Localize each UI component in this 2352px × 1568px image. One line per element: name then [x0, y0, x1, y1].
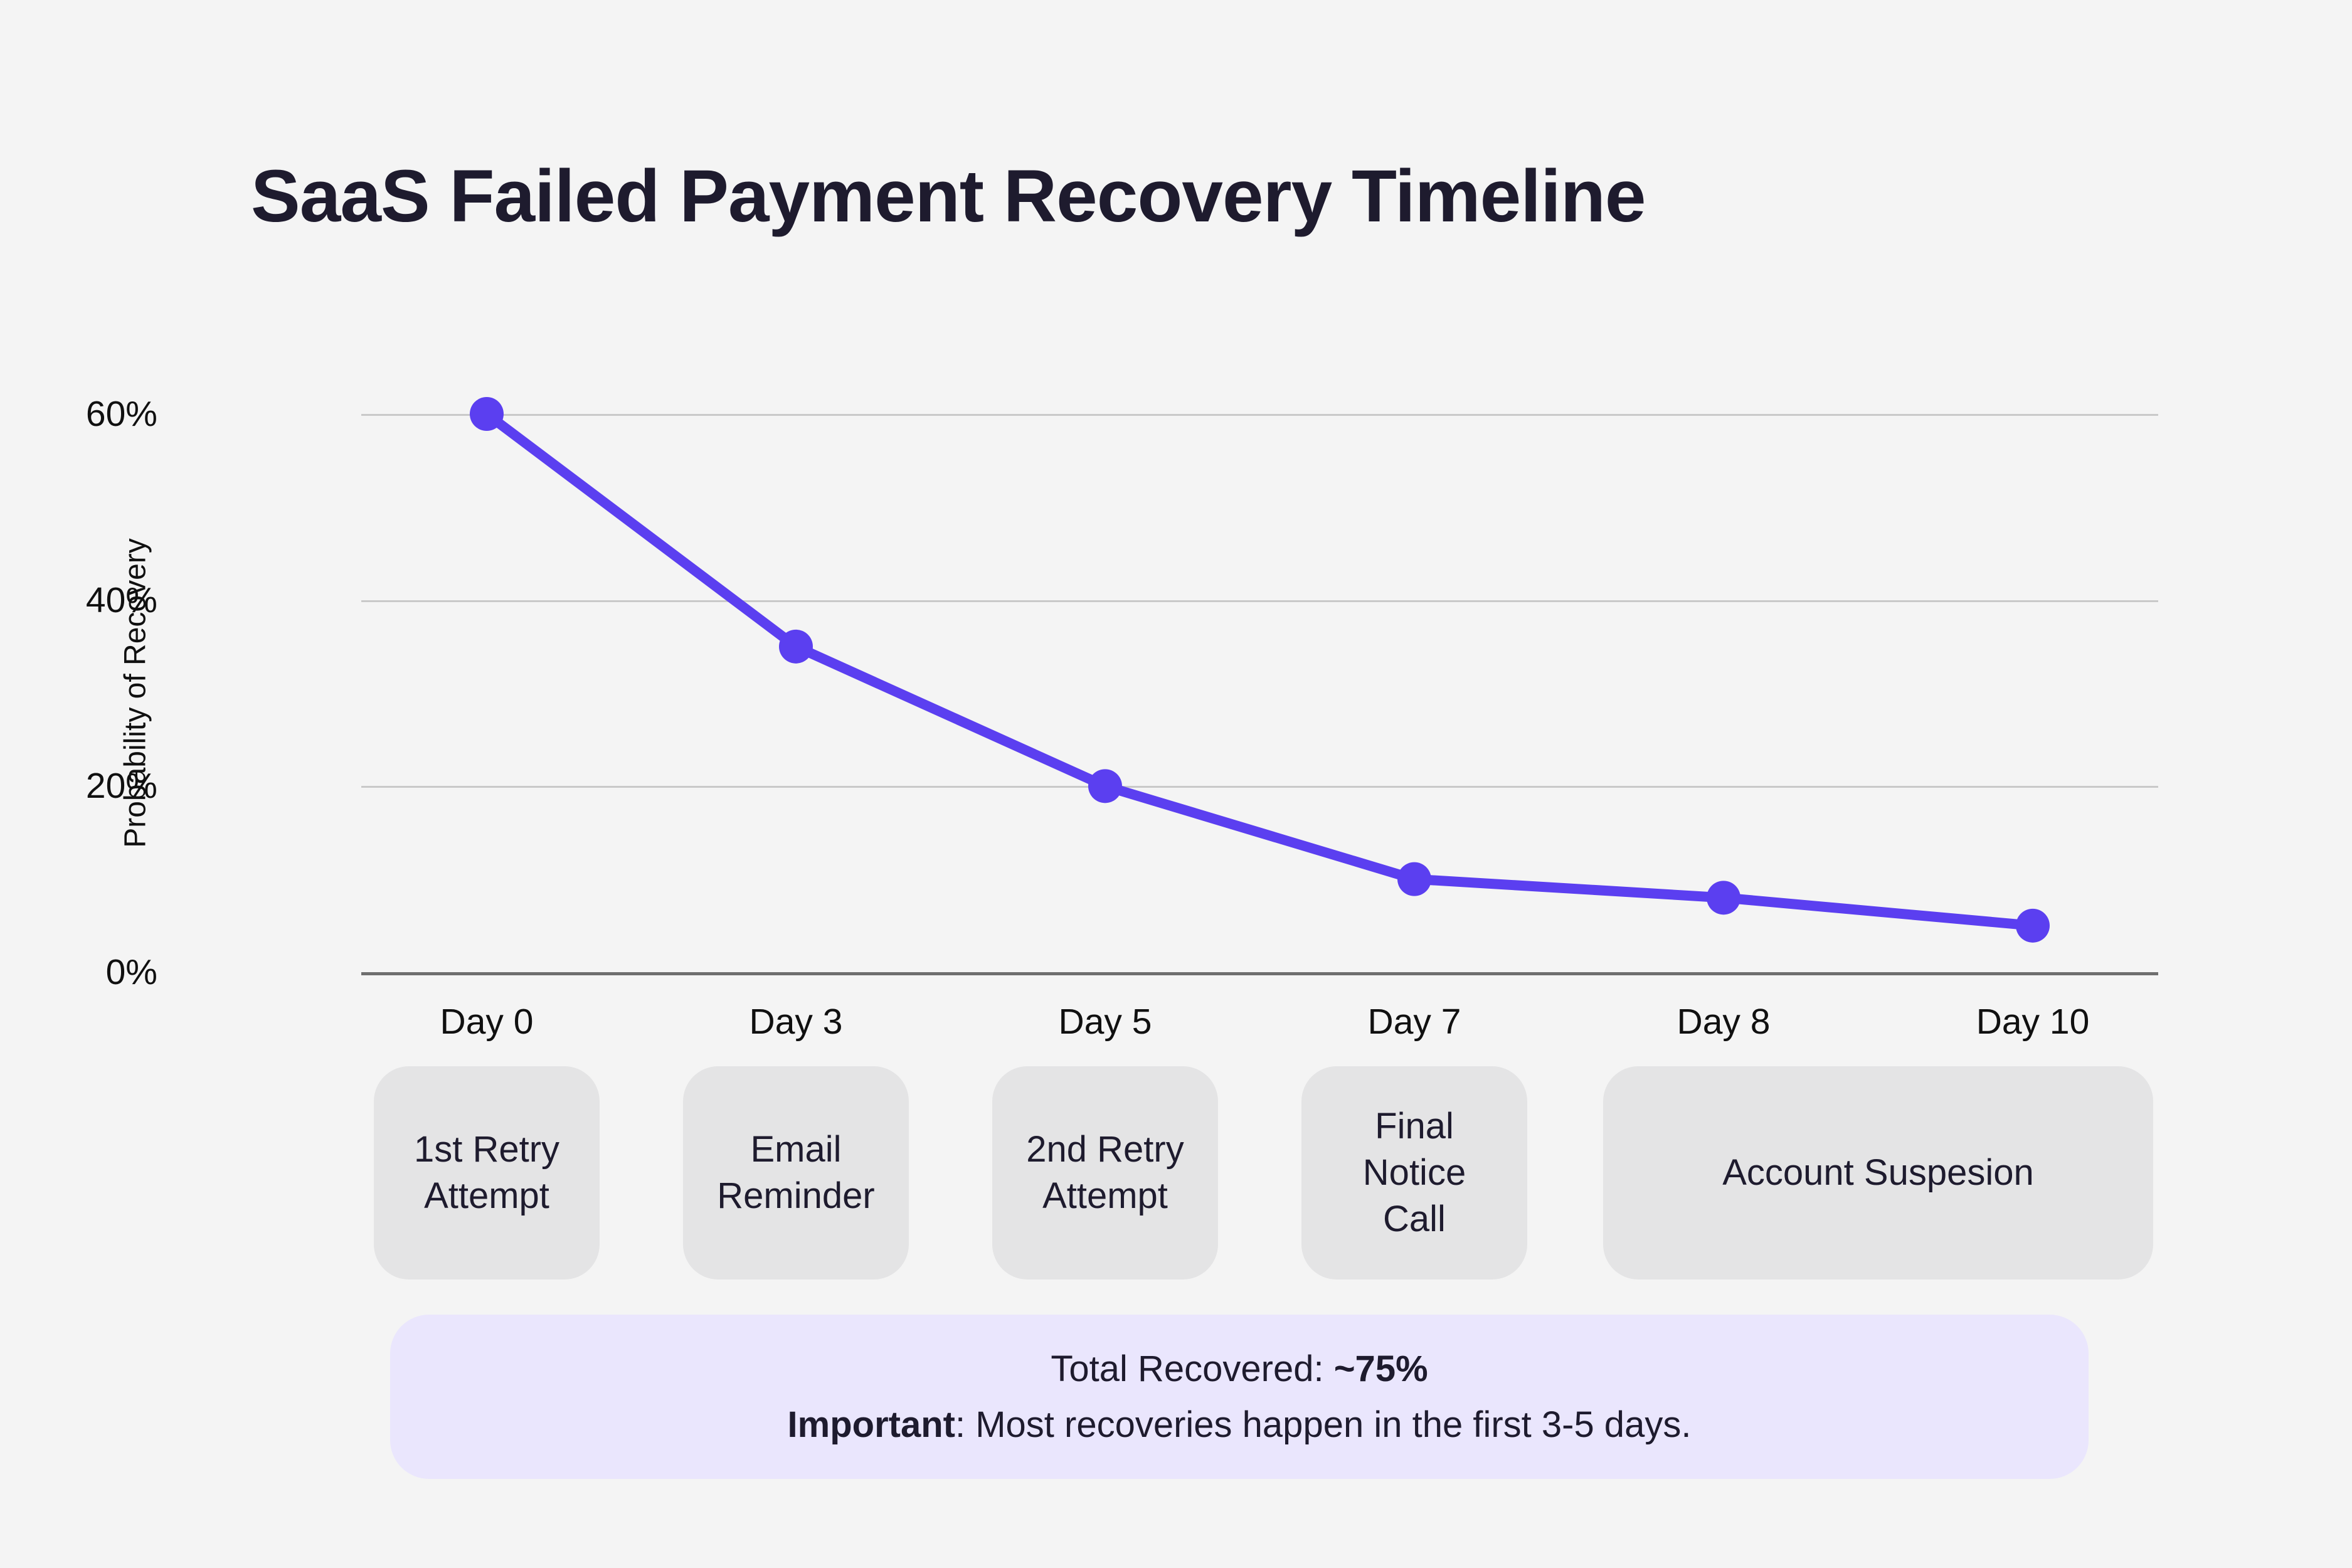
- stage-box-label-line: Notice: [1362, 1152, 1466, 1193]
- important-text: : Most recoveries happen in the first 3-…: [955, 1404, 1692, 1445]
- stage-box-label: Email Reminder: [717, 1126, 874, 1219]
- stage-box[interactable]: Final Notice Call: [1301, 1066, 1527, 1279]
- stage-box-label-line: Final: [1375, 1105, 1454, 1147]
- gridline: [361, 600, 2158, 602]
- stage-box[interactable]: 2nd Retry Attempt: [992, 1066, 1218, 1279]
- data-point-marker[interactable]: [2016, 908, 2050, 943]
- summary-banner: Total Recovered: ~75% Important: Most re…: [390, 1315, 2089, 1479]
- stage-box[interactable]: 1st Retry Attempt: [374, 1066, 600, 1279]
- series-line: [482, 409, 2038, 931]
- stage-box[interactable]: Email Reminder: [683, 1066, 909, 1279]
- page-title: SaaS Failed Payment Recovery Timeline: [251, 155, 1646, 238]
- x-axis-line: [361, 972, 2158, 975]
- timeline-stage-boxes: 1st Retry Attempt Email Reminder 2nd Retry At…: [0, 1066, 2352, 1279]
- stage-box-label: Final Notice Call: [1363, 1103, 1466, 1243]
- stage-box[interactable]: Account Suspesion: [1603, 1066, 2153, 1279]
- stage-box-label: 2nd Retry Attempt: [1026, 1126, 1184, 1219]
- x-axis-tick-label: Day 5: [1058, 1002, 1152, 1042]
- important-note-line: Important: Most recoveries happen in the…: [788, 1404, 1692, 1446]
- stage-box-label-line: 1st Retry: [413, 1128, 560, 1170]
- total-recovered-line: Total Recovered: ~75%: [1051, 1348, 1428, 1390]
- x-axis-tick-label: Day 0: [440, 1002, 534, 1042]
- stage-box-label: Account Suspesion: [1722, 1150, 2034, 1196]
- data-point-marker[interactable]: [470, 397, 504, 431]
- x-axis-tick-label: Day 3: [749, 1002, 843, 1042]
- y-axis-tick-label: 60%: [85, 394, 157, 434]
- x-axis-tick-label: Day 10: [1976, 1002, 2090, 1042]
- stage-box-label-line: Account Suspesion: [1722, 1152, 2034, 1193]
- total-recovered-value: ~75%: [1333, 1348, 1428, 1389]
- stage-box-label-line: 2nd Retry: [1026, 1128, 1184, 1170]
- y-axis-tick-label: 40%: [85, 580, 157, 620]
- stage-box-label-line: Reminder: [717, 1175, 875, 1216]
- stage-box-label-line: Call: [1383, 1199, 1446, 1240]
- data-point-marker[interactable]: [1088, 769, 1122, 803]
- y-axis-tick-label: 0%: [105, 952, 157, 992]
- recovery-line-series: [470, 397, 2050, 943]
- stage-box-label-line: Email: [750, 1128, 842, 1170]
- important-label: Important: [787, 1404, 955, 1445]
- data-point-marker[interactable]: [1397, 862, 1431, 896]
- stage-box-label-line: Attempt: [1042, 1175, 1168, 1216]
- y-axis-tick-label: 20%: [85, 766, 157, 807]
- x-axis-tick-label: Day 7: [1367, 1002, 1461, 1042]
- gridline: [361, 786, 2158, 788]
- data-point-marker[interactable]: [779, 629, 813, 664]
- stage-box-label: 1st Retry Attempt: [414, 1126, 559, 1219]
- gridline: [361, 414, 2158, 416]
- stage-box-label-line: Attempt: [424, 1175, 549, 1216]
- chart-plot-area: 0% 20% 40% 60% Probability of Recovery: [86, 394, 2158, 992]
- y-axis-label: Probability of Recovery: [119, 538, 152, 848]
- data-point-marker[interactable]: [1707, 881, 1740, 915]
- total-recovered-label: Total Recovered:: [1051, 1348, 1334, 1389]
- x-axis-tick-label: Day 8: [1677, 1002, 1771, 1042]
